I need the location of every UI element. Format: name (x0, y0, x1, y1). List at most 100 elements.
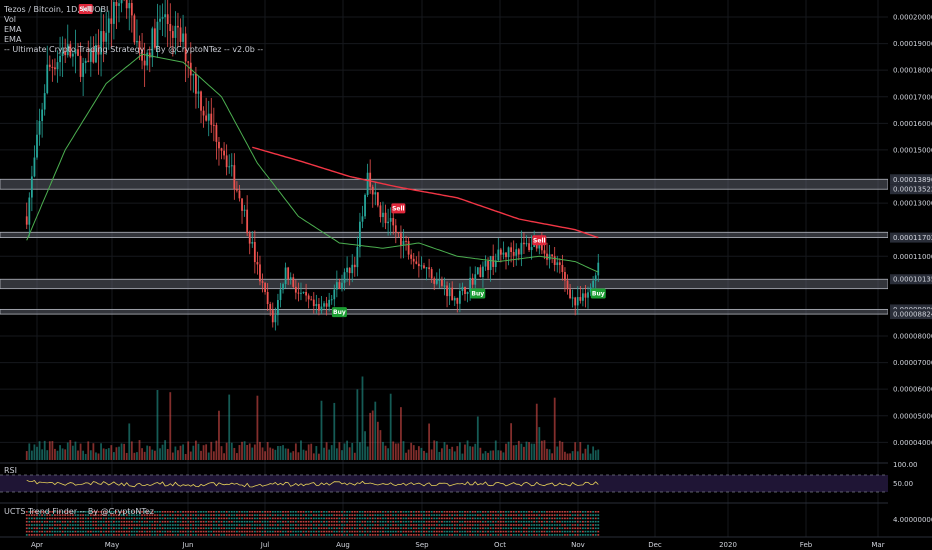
trend-cell (374, 511, 377, 513)
candle-body (446, 285, 448, 297)
trend-cell (220, 511, 223, 513)
trend-cell (297, 517, 300, 520)
trend-cell (223, 534, 225, 536)
trend-cell (133, 527, 136, 530)
trend-cell (510, 530, 513, 533)
trend-cell (430, 520, 433, 523)
volume-bar (456, 446, 459, 460)
trend-cell (269, 534, 272, 536)
trend-cell (223, 524, 225, 526)
trend-cell (389, 517, 392, 520)
candle-body (169, 23, 172, 32)
trend-cell (153, 534, 156, 536)
trend-cell (433, 517, 436, 520)
trend-cell (305, 534, 307, 536)
time-axis[interactable]: Apr May Jun Jul Aug Sep Oct Nov Dec 2020 Feb Mar (0, 536, 932, 549)
legend-strategy[interactable]: -- Ultimate Crypto Trading Strategy -- B… (4, 45, 264, 54)
candle-body (523, 242, 525, 245)
trend-cell (43, 534, 46, 536)
volume-bar (318, 453, 320, 460)
volume-bar (379, 430, 382, 460)
trend-cell (476, 527, 479, 530)
trend-cell (187, 517, 190, 520)
trend-cell (179, 514, 182, 516)
candle-body (202, 110, 205, 116)
legend-symbol[interactable]: Tezos / Bitcoin, 1D, HUOBI (4, 5, 109, 14)
trend-cell (407, 514, 410, 516)
signal-buy-3[interactable]: Buy (470, 288, 486, 299)
trend-cell (407, 530, 410, 533)
candle-body (200, 91, 202, 111)
trend-cell (218, 527, 220, 530)
candle-body (92, 48, 95, 63)
candle-body (38, 121, 41, 135)
signal-sell-2[interactable]: Sell (391, 203, 406, 214)
trend-cell (587, 517, 589, 520)
trend-cell (346, 530, 349, 533)
trend-cell (505, 524, 507, 526)
trend-cell (448, 530, 451, 533)
volume-bar (323, 447, 325, 460)
signal-box (78, 4, 93, 15)
trend-cell (146, 524, 149, 526)
trend-cell (592, 530, 595, 533)
trend-cell (218, 511, 220, 513)
trend-cell (220, 517, 223, 520)
candle-body (323, 303, 325, 307)
trend-cell (294, 520, 297, 523)
trend-cell (30, 517, 33, 520)
legend-vol[interactable]: Vol (4, 15, 16, 24)
trend-cell (428, 534, 431, 536)
signal-sell-0[interactable]: Sell (78, 4, 93, 15)
trend-cell (236, 530, 238, 533)
trend-cell (361, 534, 364, 536)
signal-buy-5[interactable]: Buy (590, 288, 606, 299)
trend-cell (118, 534, 120, 536)
trend-cell (410, 517, 413, 520)
trend-cell (74, 527, 77, 530)
trend-cell (412, 514, 415, 516)
legend-ema-1[interactable]: EMA (4, 25, 22, 34)
signal-buy-1[interactable]: Buy (331, 307, 347, 318)
trend-cell (318, 520, 320, 523)
trend-cell (592, 520, 595, 523)
trend-cell (330, 527, 333, 530)
trend-finder-label[interactable]: UCTS Trend Finder -- By @CryptoNTez (4, 507, 154, 516)
trend-cell (312, 524, 315, 526)
price-axis[interactable]: 0.000200000.000190000.000180000.00017000… (888, 0, 932, 550)
trend-cell (461, 534, 464, 536)
trend-cell (389, 511, 392, 513)
trend-cell (487, 514, 489, 516)
trend-cell (246, 527, 249, 530)
volume-bar (594, 450, 597, 460)
trend-cell (597, 520, 600, 523)
signal-sell-4[interactable]: Sell (532, 235, 547, 246)
volume-bar (36, 446, 38, 460)
legend-ema-2[interactable]: EMA (4, 35, 22, 44)
trend-cell (556, 520, 559, 523)
trend-cell (538, 530, 541, 533)
trend-cell (207, 530, 210, 533)
trend-cell (384, 530, 387, 533)
trend-cell (287, 511, 290, 513)
trend-cell (433, 520, 436, 523)
price-tick-13: 0.00008824 (893, 311, 932, 319)
volume-bar (225, 442, 228, 460)
trend-cell (97, 511, 100, 513)
trend-cell (402, 520, 405, 523)
trend-cell (366, 514, 369, 516)
volume-bar (356, 389, 359, 460)
rsi-label[interactable]: RSI (4, 466, 17, 475)
trend-cell (194, 527, 197, 530)
trend-cell (266, 514, 269, 516)
trend-cell (387, 534, 390, 536)
signal-label: Sell (392, 205, 405, 212)
trend-cell (230, 520, 233, 523)
trend-cell (464, 534, 466, 536)
trend-cell (407, 534, 410, 536)
trend-cell (348, 530, 351, 533)
trend-cell (141, 511, 143, 513)
trend-cell (533, 524, 536, 526)
volume-bar (236, 453, 238, 460)
